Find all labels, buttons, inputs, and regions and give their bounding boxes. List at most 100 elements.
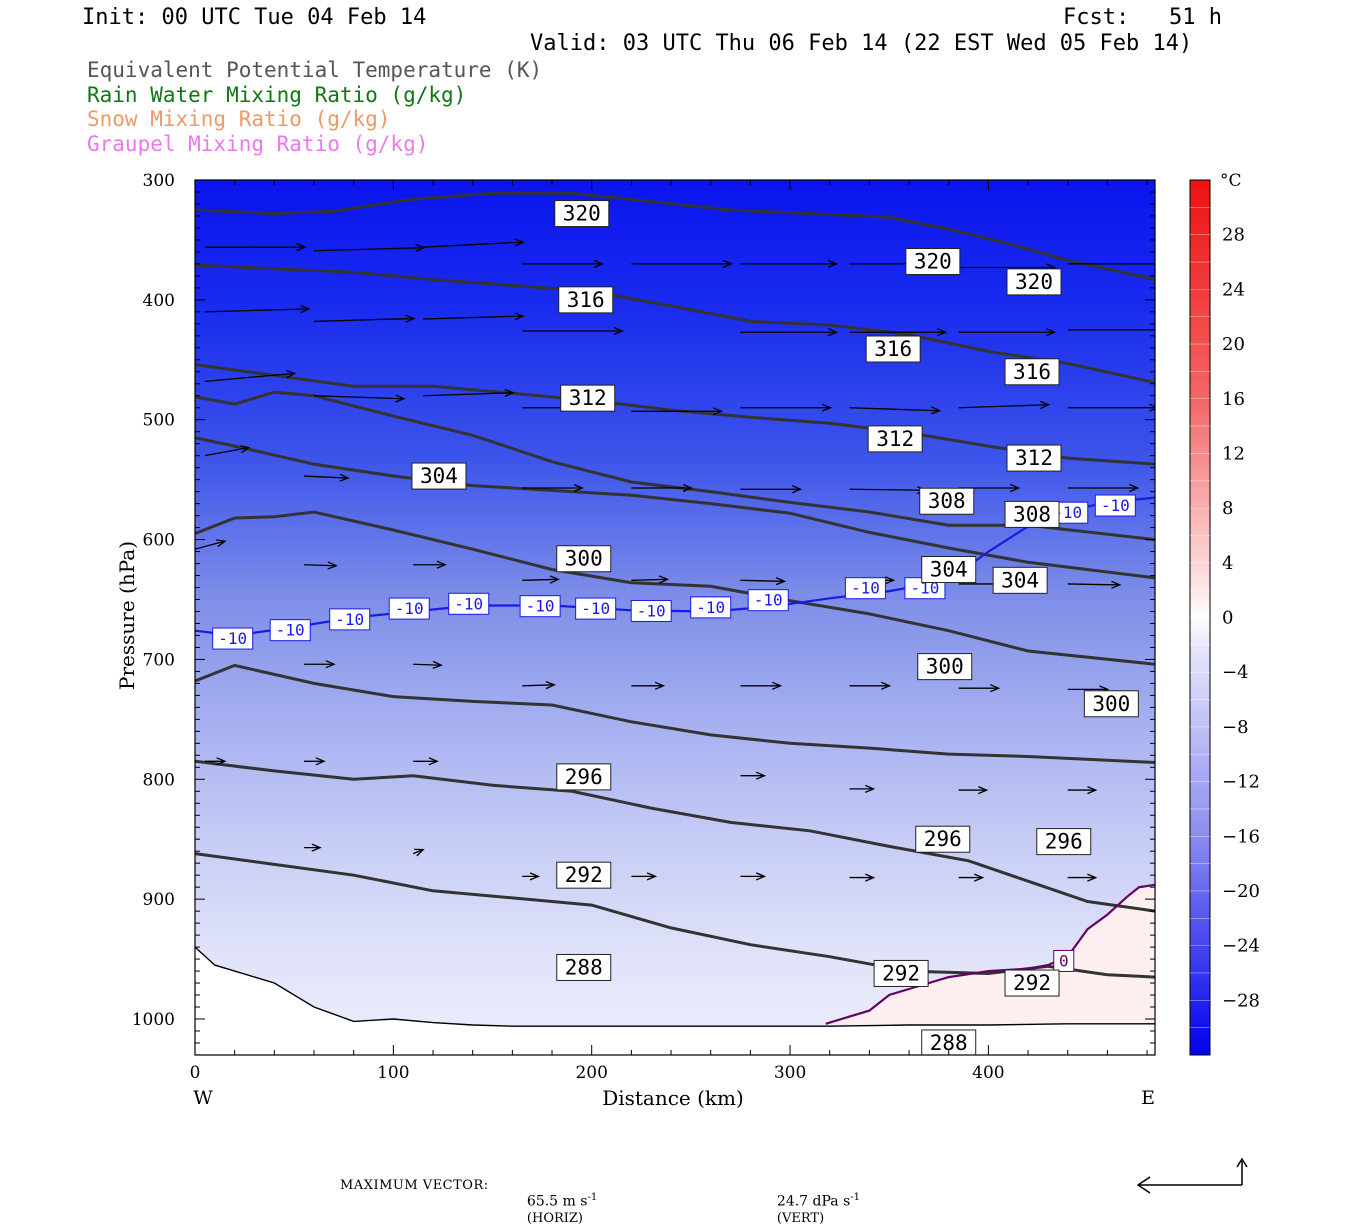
theta-e-contour xyxy=(195,436,1155,580)
theta-e-label: 296 xyxy=(1036,828,1092,856)
colorbar-tick-label: 20 xyxy=(1222,334,1245,355)
horiz-exponent: -1 xyxy=(587,1192,598,1203)
wind-vector-head xyxy=(613,326,624,336)
field-legend-item: Snow Mixing Ratio (g/kg) xyxy=(87,107,391,131)
theta-e-contour xyxy=(195,191,1155,281)
isotherm-label-text: -10 xyxy=(754,591,783,610)
theta-e-label: 308 xyxy=(919,487,975,515)
isotherm-label-box xyxy=(448,592,490,615)
theta-e-label-box xyxy=(1004,358,1060,386)
colorbar-tick-label: 24 xyxy=(1222,279,1245,300)
wind-vector xyxy=(631,872,658,881)
wind-vector xyxy=(522,680,556,690)
wind-vector xyxy=(740,485,803,494)
isotherm-label-box xyxy=(844,577,886,600)
wind-vector-head xyxy=(658,575,670,584)
wind-vector xyxy=(204,445,251,457)
wind-vector-head xyxy=(827,328,839,337)
wind-vector-shaft xyxy=(740,579,785,582)
theta-e-label: 312 xyxy=(867,425,923,453)
theta-e-label: 288 xyxy=(556,953,612,981)
wind-vector xyxy=(1067,580,1122,589)
isotherm-label-box xyxy=(575,597,617,620)
wind-vector xyxy=(423,312,525,321)
theta-e-label-box xyxy=(915,825,971,853)
wind-vector xyxy=(849,406,942,415)
wind-vector xyxy=(631,483,694,493)
theta-e-label: 280 xyxy=(301,1105,355,1131)
isotherm-label-box xyxy=(329,608,371,631)
theta-e-label-text: 312 xyxy=(1015,446,1053,470)
y-tick-label: 600 xyxy=(143,531,175,551)
theta-e-label-box xyxy=(865,335,921,363)
wind-vector xyxy=(1067,263,1155,265)
isotherm-label-text: -10 xyxy=(1101,496,1130,515)
max-vector-label: MAXIMUM VECTOR: xyxy=(340,1178,489,1193)
x-axis-title: Distance (km) xyxy=(602,1086,744,1110)
warm-region xyxy=(825,884,1155,1024)
colorbar-tick-label: 8 xyxy=(1222,498,1233,519)
wind-vector-shaft xyxy=(313,317,415,323)
wind-vector xyxy=(522,326,624,336)
theta-e-label-text: 304 xyxy=(420,464,458,488)
ground-surface-line xyxy=(195,946,1155,1027)
colorbar-tick-label: 12 xyxy=(1222,443,1245,464)
wind-vector-head xyxy=(974,873,985,882)
theta-e-label-box xyxy=(554,200,610,228)
wind-vector-head xyxy=(930,406,942,415)
wind-vector-head xyxy=(1111,580,1122,589)
wind-vector-shaft xyxy=(204,308,309,313)
wind-vector xyxy=(522,259,604,268)
wind-vector xyxy=(1067,873,1098,882)
theta-e-label-box xyxy=(1083,690,1139,718)
wind-vector xyxy=(958,328,1057,337)
colorbar-tick-label: −4 xyxy=(1222,662,1249,683)
wind-vector-head xyxy=(885,576,896,585)
wind-vector xyxy=(849,328,948,337)
theta-e-contour xyxy=(195,759,1155,913)
theta-e-label-box xyxy=(873,959,929,987)
max-horiz-vector: 65.5 m s-1 (HORIZ) xyxy=(518,1176,597,1226)
theta-e-label: 316 xyxy=(1004,358,1060,386)
theta-e-label-text: 296 xyxy=(565,765,603,789)
isotherm-label: -10 xyxy=(747,589,789,612)
x-tick-label: 300 xyxy=(774,1063,806,1083)
wind-vector xyxy=(740,771,767,780)
isotherm-label-text: -10 xyxy=(395,599,424,618)
theta-e-label: 320 xyxy=(1006,268,1062,296)
theta-e-label-box xyxy=(411,462,467,490)
wind-vector-head xyxy=(1010,483,1021,493)
theta-e-label: 312 xyxy=(560,384,616,412)
theta-e-label: 288 xyxy=(1017,1140,1071,1166)
isotherm-label: -10 xyxy=(329,608,371,631)
wind-vector xyxy=(1067,329,1155,331)
colorbar-tick-label: 0 xyxy=(1222,608,1233,629)
theta-e-label-text: 288 xyxy=(1025,1141,1063,1165)
theta-e-label-text: 280 xyxy=(489,1136,527,1160)
isotherm-label-box xyxy=(1053,949,1075,972)
theta-e-contour xyxy=(195,263,1155,385)
wind-vector-head xyxy=(937,328,948,337)
x-tick-label: 200 xyxy=(575,1063,607,1083)
theta-e-label-box xyxy=(556,545,612,573)
wind-vector xyxy=(631,681,666,690)
isotherm-label-text: -10 xyxy=(526,597,555,616)
wind-vector-shaft xyxy=(413,663,442,666)
colorbar-tick-label: 16 xyxy=(1222,389,1245,410)
field-legend-item: Graupel Mixing Ratio (g/kg) xyxy=(87,131,429,156)
isotherm-label: -10 xyxy=(630,599,672,622)
theta-e-label: 300 xyxy=(1083,690,1139,718)
colorbar-tick-label: −20 xyxy=(1222,881,1260,902)
wind-vector xyxy=(740,681,783,690)
wind-vector xyxy=(304,660,336,669)
wind-vector-head xyxy=(1046,328,1057,337)
wind-vector xyxy=(1067,403,1155,412)
valid-time: Valid: 03 UTC Thu 06 Feb 14 (22 EST Wed … xyxy=(530,31,1193,56)
wind-vector-head xyxy=(428,757,439,766)
theta-e-label: 316 xyxy=(865,335,921,363)
theta-e-label-text: 304 xyxy=(930,558,968,582)
wind-vector-shaft xyxy=(313,395,405,400)
wind-vector-shaft xyxy=(313,247,425,252)
theta-e-label: 312 xyxy=(1006,444,1062,472)
x-tick-label: 0 xyxy=(190,1063,201,1083)
